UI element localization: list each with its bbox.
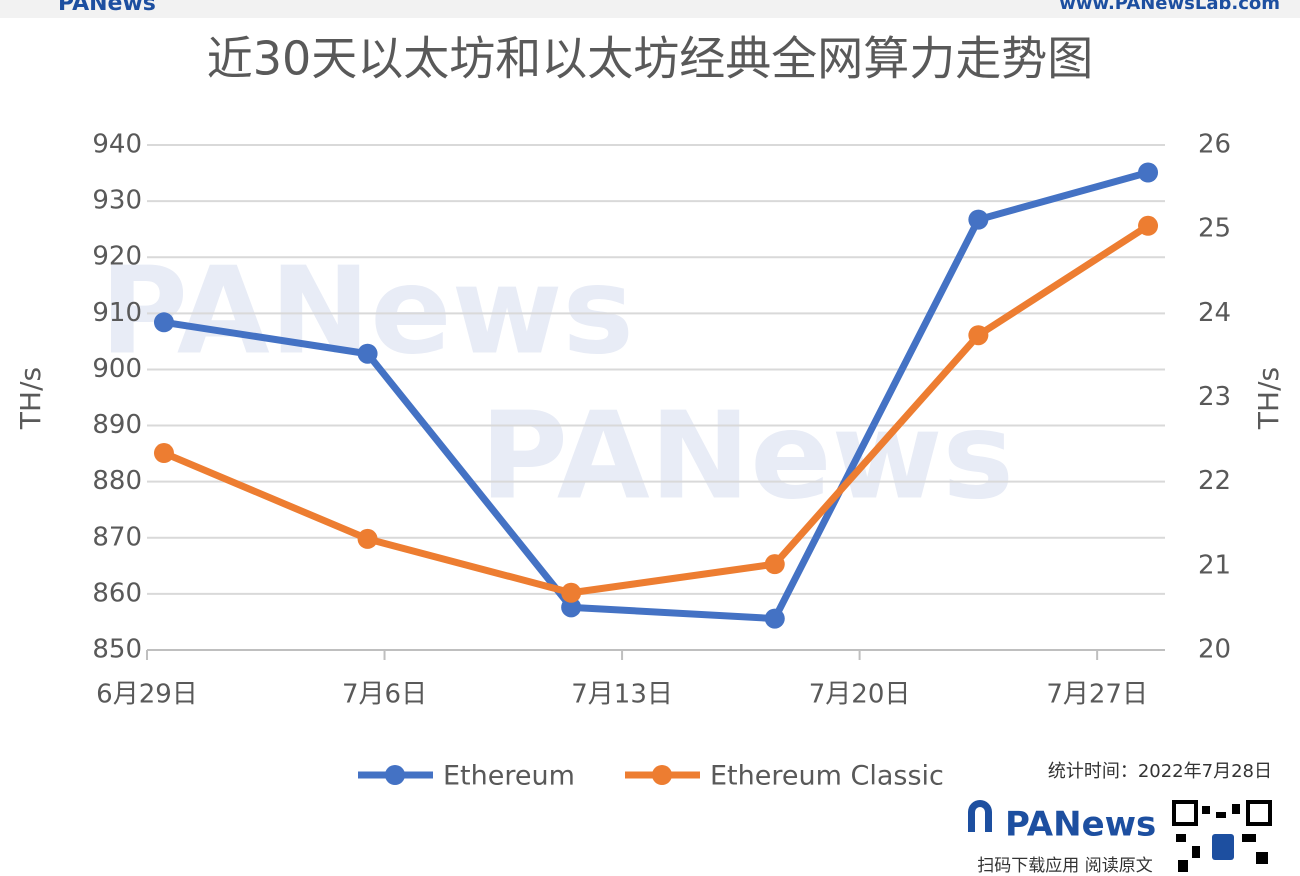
y2-tick-label: 22 [1198,466,1231,496]
y2-axis-label: TH/s [1252,367,1285,430]
y-tick-label: 900 [92,354,142,384]
header-logo: PANews [58,0,156,16]
y-tick-label: 870 [92,522,142,552]
data-point [764,608,785,629]
data-point [561,597,582,618]
data-point [1138,162,1159,183]
watermark: PANews [480,388,1014,527]
y2-tick-label: 21 [1198,550,1231,580]
y-axis-label: TH/s [14,367,47,430]
x-tick-label: 6月29日 [96,680,198,710]
y-tick-label: 890 [92,410,142,440]
chart-title: 近30天以太坊和以太坊经典全网算力走势图 [207,32,1094,86]
series-line [162,222,1150,597]
y-tick-label: 860 [92,578,142,608]
legend-marker [652,765,672,785]
y2-tick-label: 23 [1198,382,1231,412]
data-point [968,325,989,346]
top-banner [0,0,1300,18]
y2-tick-label: 20 [1198,635,1231,665]
x-tick-label: 7月6日 [342,680,427,710]
x-tick-label: 7月20日 [809,680,911,710]
legend-marker [385,765,405,785]
data-point [561,582,582,603]
y-tick-label: 940 [92,130,142,160]
legend-label: Ethereum Classic [710,761,944,792]
y2-tick-label: 25 [1198,214,1231,244]
legend-label: Ethereum [443,761,575,792]
footer-logo-icon [968,800,992,832]
data-point [153,443,174,464]
data-point [764,554,785,575]
y-tick-label: 920 [92,242,142,272]
footer-note: 统计时间：2022年7月28日 [1048,761,1272,782]
data-point [357,528,378,549]
y-tick-label: 930 [92,186,142,216]
y-tick-label: 850 [92,635,142,665]
y-tick-label: 910 [92,298,142,328]
y2-tick-label: 26 [1198,130,1231,160]
data-point [968,209,989,230]
header-url: www.PANewsLab.com [1059,0,1280,14]
qr-code [1172,800,1272,876]
x-tick-label: 7月27日 [1046,680,1148,710]
data-point [1138,215,1159,236]
series-line [163,169,1149,623]
data-point [153,312,174,333]
y-tick-label: 880 [92,466,142,496]
x-tick-label: 7月13日 [571,680,673,710]
footer-caption: 扫码下载应用 阅读原文 [977,856,1152,876]
data-point [357,343,378,364]
footer-logo: PANews [1005,805,1156,845]
y2-tick-label: 24 [1198,298,1231,328]
